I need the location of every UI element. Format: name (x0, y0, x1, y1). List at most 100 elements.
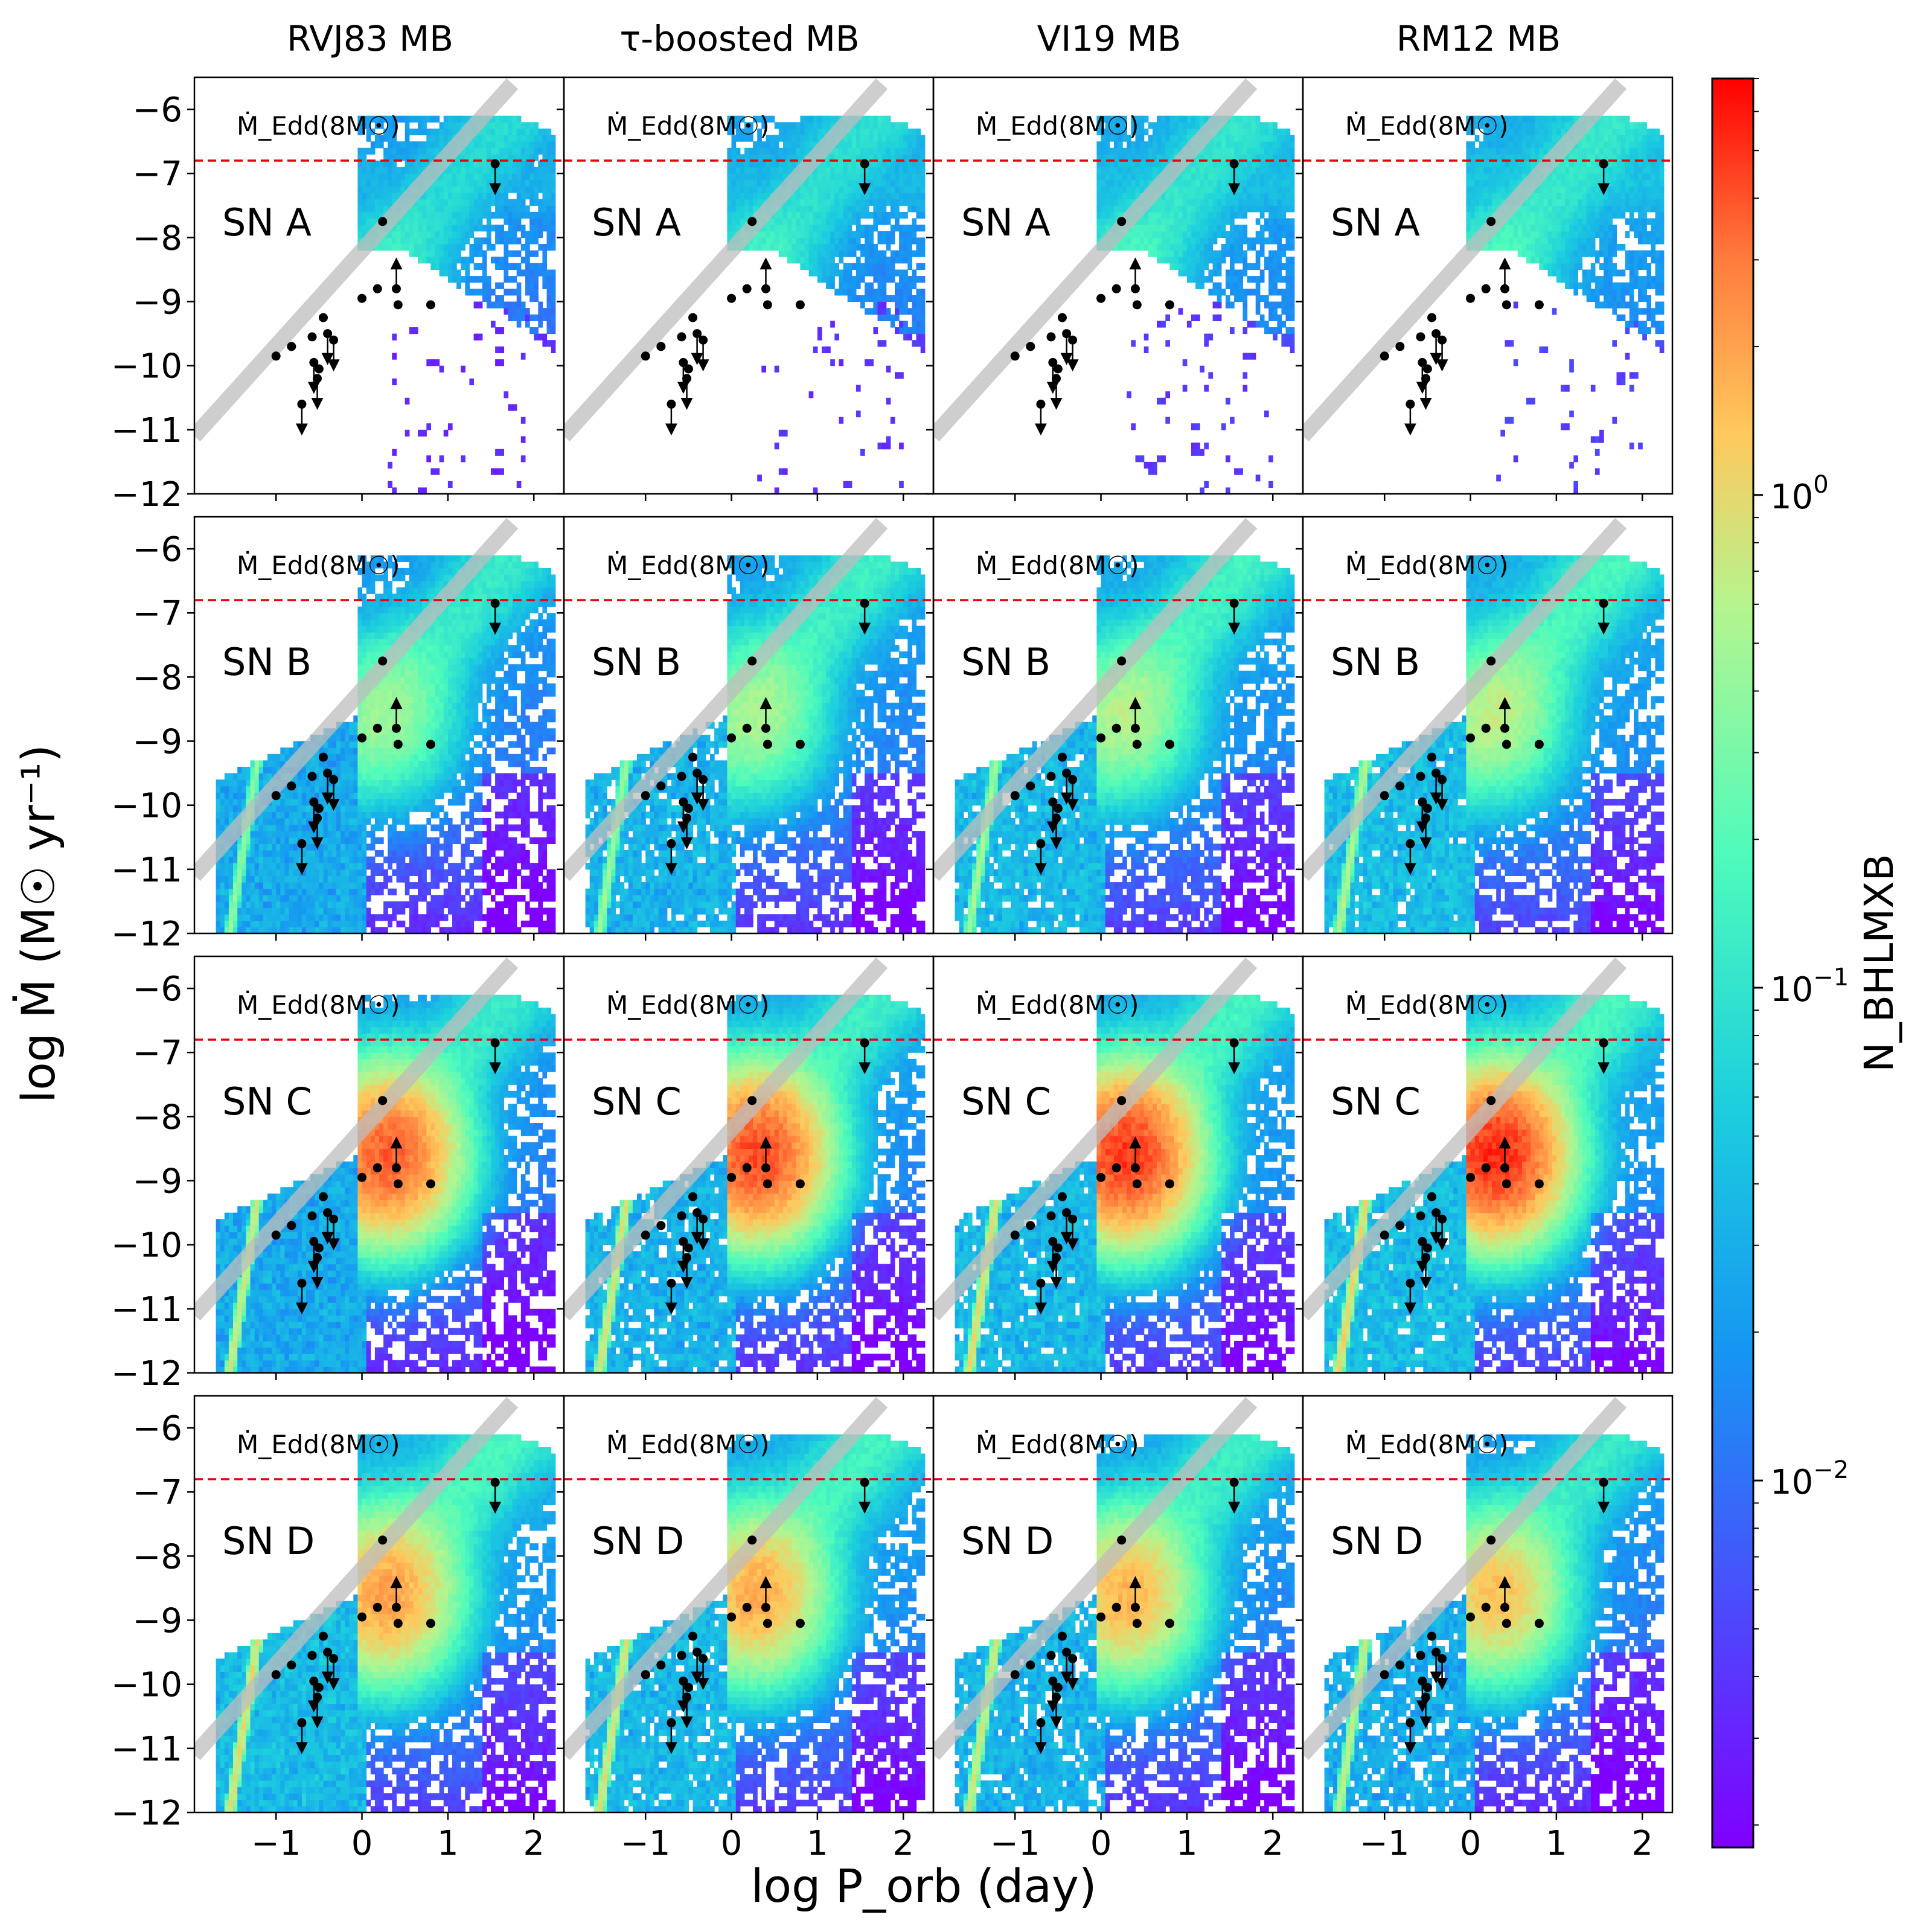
heatmap-cell (1204, 385, 1209, 392)
heatmap-cell (1212, 314, 1218, 321)
heatmap-cell (1281, 295, 1287, 302)
heatmap-cell (1259, 314, 1265, 321)
heatmap-cell (242, 914, 246, 921)
heatmap-cell (228, 799, 234, 806)
heatmap-cell (792, 154, 796, 161)
heatmap-cell (374, 141, 380, 149)
heatmap-cell (1582, 147, 1587, 155)
heatmap-cell (735, 211, 741, 219)
heatmap-cell (418, 231, 423, 238)
heatmap-cell (461, 161, 465, 168)
heatmap-cell (1101, 167, 1106, 174)
heatmap-cell (1273, 237, 1278, 245)
heatmap-cell (1251, 167, 1256, 174)
heatmap-cell (1225, 211, 1230, 219)
heatmap-cell (1474, 167, 1480, 174)
heatmap-cell (749, 128, 753, 136)
heatmap-cell (1620, 314, 1626, 321)
heatmap-cell (886, 397, 891, 405)
heatmap-cell (843, 263, 848, 270)
heatmap-cell (1535, 154, 1540, 161)
heatmap-cell (465, 205, 470, 213)
heatmap-cell (1217, 211, 1222, 219)
heatmap-cell (461, 244, 465, 251)
heatmap-cell (1169, 225, 1175, 232)
heatmap-cell (1612, 250, 1617, 257)
heatmap-cell (366, 179, 371, 187)
heatmap-cell (731, 179, 737, 187)
observed-point (1427, 313, 1436, 322)
heatmap-cell (1212, 205, 1218, 213)
heatmap-cell (473, 141, 479, 149)
heatmap-cell (1659, 141, 1665, 149)
heatmap-cell (916, 308, 921, 315)
heatmap-cell (520, 308, 526, 315)
heatmap-cell (525, 193, 530, 200)
heatmap-cell (1238, 128, 1243, 136)
heatmap-cell (1659, 346, 1665, 353)
heatmap-cell (1234, 237, 1239, 245)
heatmap-cell (873, 179, 878, 187)
heatmap-cell (242, 901, 246, 909)
heatmap-cell (813, 250, 818, 257)
heatmap-cell (770, 173, 775, 181)
heatmap-cell (504, 167, 509, 174)
heatmap-cell (1488, 161, 1492, 168)
heatmap-cell (1470, 199, 1476, 206)
heatmap-cell (1157, 455, 1162, 462)
heatmap-cell (1221, 173, 1226, 181)
heatmap-cell (1651, 237, 1656, 245)
heatmap-cell (366, 115, 371, 123)
heatmap-cell (1165, 340, 1170, 347)
heatmap-cell (1565, 423, 1570, 430)
heatmap-cell (1152, 231, 1157, 238)
heatmap-cell (774, 173, 779, 181)
heatmap-cell (1582, 193, 1587, 200)
heatmap-cell (1174, 128, 1179, 136)
heatmap-cell (895, 289, 900, 296)
heatmap-cell (1238, 179, 1243, 187)
heatmap-cell (1251, 353, 1256, 360)
heatmap-cell (430, 225, 436, 232)
heatmap-cell (216, 907, 221, 915)
heatmap-cell (903, 321, 908, 328)
heatmap-cell (727, 199, 732, 206)
heatmap-cell (890, 147, 895, 155)
heatmap-cell (405, 218, 410, 225)
heatmap-cell (1217, 269, 1222, 277)
heatmap-cell (1105, 193, 1110, 200)
heatmap-cell (465, 186, 470, 193)
heatmap-cell (1200, 487, 1204, 494)
heatmap-cell (1096, 128, 1102, 136)
heatmap-cell (1646, 179, 1651, 187)
heatmap-cell (808, 218, 814, 225)
heatmap-cell (426, 186, 431, 193)
observed-point (1096, 293, 1106, 303)
heatmap-cell (508, 225, 513, 232)
heatmap-cell (1642, 128, 1647, 136)
heatmap-cell (886, 295, 891, 302)
observed-point (318, 313, 328, 322)
heatmap-cell (538, 314, 543, 321)
heatmap-cell (1474, 199, 1480, 206)
heatmap-cell (366, 128, 371, 136)
heatmap-cell (1604, 257, 1608, 264)
heatmap-cell (753, 205, 758, 213)
heatmap-cell (1629, 199, 1634, 206)
heatmap-cell (1204, 186, 1209, 193)
heatmap-cell (396, 115, 401, 123)
heatmap-cell (473, 301, 479, 309)
heatmap-cell (1174, 141, 1179, 149)
heatmap-cell (1113, 186, 1119, 193)
heatmap-cell (899, 154, 904, 161)
heatmap-cell (495, 141, 500, 149)
heatmap-cell (512, 225, 517, 232)
heatmap-cell (1543, 346, 1549, 353)
heatmap-cell (1646, 173, 1651, 181)
heatmap-cell (873, 205, 878, 213)
heatmap-cell (1113, 122, 1119, 129)
heatmap-cell (1290, 276, 1295, 283)
heatmap-cell (516, 263, 522, 270)
heatmap-cell (792, 122, 796, 129)
heatmap-cell (546, 135, 552, 142)
